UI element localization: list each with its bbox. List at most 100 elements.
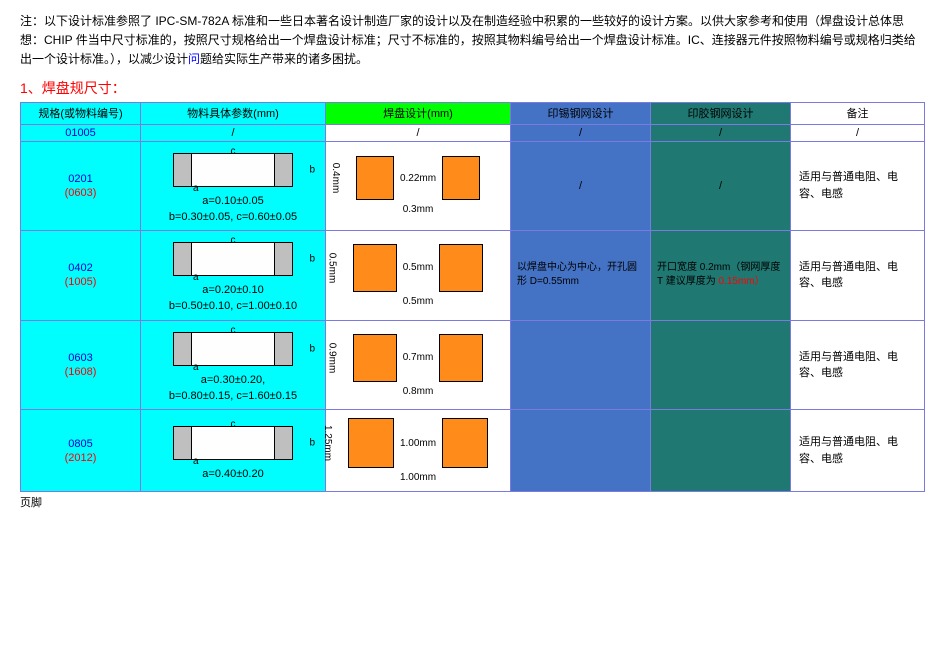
pad-vdim: 0.9mm <box>327 342 338 373</box>
dim-c-label: c <box>231 419 236 430</box>
pad-hdim: 0.8mm <box>403 386 434 397</box>
pad-hdim: 1.00mm <box>400 472 436 483</box>
notes-cell: 适用与普通电阻、电容、电感 <box>791 410 925 492</box>
param-line: a=0.30±0.20, <box>201 373 265 387</box>
pad-diagram: 0.9mm 0.7mm 0.8mm <box>330 328 506 403</box>
pad-diagram: 0.5mm 0.5mm 0.5mm <box>330 238 506 313</box>
solder-cell <box>511 320 651 410</box>
spec-cell: 0201 (0603) <box>21 141 141 231</box>
params-cell: c b a a=0.40±0.20 <box>141 410 326 492</box>
glue-cell <box>651 410 791 492</box>
pad-gap: 0.5mm <box>403 262 434 273</box>
spec-code-imperial: 0402 <box>25 262 136 274</box>
solder-cell: 以焊盘中心为中心，开孔圆形 D=0.55mm <box>511 231 651 321</box>
pad-hdim: 0.3mm <box>403 204 434 215</box>
pad-design-cell: 1.25mm 1.00mm 1.00mm <box>326 410 511 492</box>
param-line: a=0.40±0.20 <box>202 467 263 481</box>
pad-right <box>439 334 483 382</box>
pad-spec-table: 规格(或物料编号) 物料具体参数(mm) 焊盘设计(mm) 印锡钢网设计 印胶钢… <box>20 102 925 493</box>
section-title: 1、焊盘规尺寸： <box>20 78 925 98</box>
pad-diagram: 1.25mm 1.00mm 1.00mm <box>330 412 506 489</box>
spec-code-imperial: 0201 <box>25 173 136 185</box>
table-row: 0603 (1608) c b a a=0.30±0.20, b=0.80±0.… <box>21 320 925 410</box>
pad-left <box>353 334 397 382</box>
glue-cell: / <box>651 141 791 231</box>
notes-cell: 适用与普通电阻、电容、电感 <box>791 231 925 321</box>
dim-a-label: a <box>193 272 199 283</box>
cell-slash: / <box>326 124 511 141</box>
param-line: a=0.10±0.05 <box>202 194 263 208</box>
th-spec: 规格(或物料编号) <box>21 102 141 124</box>
dim-c-label: c <box>231 235 236 246</box>
cell-slash: / <box>141 124 326 141</box>
pad-left <box>348 418 394 468</box>
cell-slash: / <box>511 124 651 141</box>
pad-right <box>442 156 480 200</box>
intro-pre: 注：以下设计标准参照了 IPC-SM-782A 标准和一些日本著名设计制造厂家的… <box>20 14 916 66</box>
pad-gap: 0.22mm <box>400 173 436 184</box>
intro-highlight: 问 <box>188 52 200 66</box>
th-glue: 印胶钢网设计 <box>651 102 791 124</box>
pad-right <box>442 418 488 468</box>
dim-b-label: b <box>309 343 315 354</box>
pad-left <box>356 156 394 200</box>
table-header-row: 规格(或物料编号) 物料具体参数(mm) 焊盘设计(mm) 印锡钢网设计 印胶钢… <box>21 102 925 124</box>
chip-diagram: c b a a=0.10±0.05 b=0.30±0.05, c=0.60±0.… <box>145 144 321 229</box>
dim-c-label: c <box>231 325 236 336</box>
glue-text-b: 0.15mm） <box>719 276 765 287</box>
dim-a-label: a <box>193 362 199 373</box>
solder-cell <box>511 410 651 492</box>
param-line: b=0.50±0.10, c=1.00±0.10 <box>169 299 297 313</box>
pad-vdim: 0.5mm <box>327 253 338 284</box>
table-row-01005: 01005 / / / / / <box>21 124 925 141</box>
th-notes: 备注 <box>791 102 925 124</box>
notes-cell: 适用与普通电阻、电容、电感 <box>791 141 925 231</box>
pad-gap: 1.00mm <box>400 438 436 449</box>
spec-code-metric: (1005) <box>25 276 136 288</box>
dim-b-label: b <box>309 254 315 265</box>
pad-design-cell: 0.5mm 0.5mm 0.5mm <box>326 231 511 321</box>
pad-vdim: 1.25mm <box>322 425 333 461</box>
pad-left <box>353 244 397 292</box>
pad-hdim: 0.5mm <box>403 296 434 307</box>
th-params: 物料具体参数(mm) <box>141 102 326 124</box>
dim-c-label: c <box>231 146 236 157</box>
table-row: 0201 (0603) c b a a=0.10±0.05 b=0.30±0.0… <box>21 141 925 231</box>
chip-diagram: c b a a=0.20±0.10 b=0.50±0.10, c=1.00±0.… <box>145 233 321 318</box>
glue-cell: 开口宽度 0.2mm（钢网厚度 T 建议厚度为 0.15mm） <box>651 231 791 321</box>
pad-right <box>439 244 483 292</box>
spec-code-metric: (0603) <box>25 187 136 199</box>
spec-code-metric: (2012) <box>25 452 136 464</box>
page-footer: 页脚 <box>20 494 925 510</box>
chip-diagram: c b a a=0.30±0.20, b=0.80±0.15, c=1.60±0… <box>145 323 321 408</box>
pad-vdim: 0.4mm <box>330 163 341 194</box>
dim-b-label: b <box>309 437 315 448</box>
params-cell: c b a a=0.30±0.20, b=0.80±0.15, c=1.60±0… <box>141 320 326 410</box>
dim-b-label: b <box>309 164 315 175</box>
param-line: a=0.20±0.10 <box>202 283 263 297</box>
th-pad: 焊盘设计(mm) <box>326 102 511 124</box>
param-line: b=0.30±0.05, c=0.60±0.05 <box>169 210 297 224</box>
solder-cell: / <box>511 141 651 231</box>
intro-post: 题给实际生产带来的诸多困扰。 <box>200 52 368 66</box>
spec-cell: 0402 (1005) <box>21 231 141 321</box>
pad-design-cell: 0.9mm 0.7mm 0.8mm <box>326 320 511 410</box>
spec-code-metric: (1608) <box>25 366 136 378</box>
params-cell: c b a a=0.20±0.10 b=0.50±0.10, c=1.00±0.… <box>141 231 326 321</box>
params-cell: c b a a=0.10±0.05 b=0.30±0.05, c=0.60±0.… <box>141 141 326 231</box>
dim-a-label: a <box>193 456 199 467</box>
table-row: 0805 (2012) c b a a=0.40±0.20 1.2 <box>21 410 925 492</box>
cell-slash: / <box>651 124 791 141</box>
spec-cell: 0603 (1608) <box>21 320 141 410</box>
cell-slash: / <box>791 124 925 141</box>
chip-diagram: c b a a=0.40±0.20 <box>145 417 321 485</box>
pad-gap: 0.7mm <box>403 352 434 363</box>
spec-01005: 01005 <box>21 124 141 141</box>
pad-design-cell: 0.4mm 0.22mm 0.3mm <box>326 141 511 231</box>
param-line: b=0.80±0.15, c=1.60±0.15 <box>169 389 297 403</box>
notes-cell: 适用与普通电阻、电容、电感 <box>791 320 925 410</box>
spec-code-imperial: 0603 <box>25 352 136 364</box>
intro-text: 注：以下设计标准参照了 IPC-SM-782A 标准和一些日本著名设计制造厂家的… <box>20 12 925 70</box>
th-solder: 印锡钢网设计 <box>511 102 651 124</box>
dim-a-label: a <box>193 183 199 194</box>
